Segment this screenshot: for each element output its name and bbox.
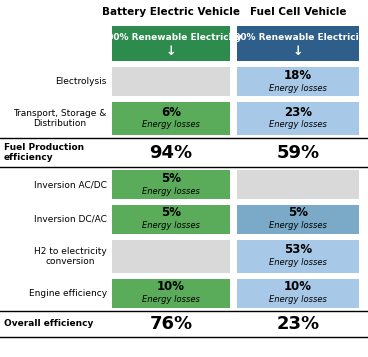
Text: Energy losses: Energy losses	[269, 84, 327, 92]
Bar	[112, 279, 230, 308]
Bar	[237, 279, 359, 308]
Bar	[112, 170, 230, 199]
Bar	[237, 67, 359, 96]
Text: 5%: 5%	[161, 172, 181, 185]
Text: 76%: 76%	[149, 315, 193, 333]
Text: Energy losses: Energy losses	[269, 221, 327, 230]
Text: Energy losses: Energy losses	[142, 295, 200, 304]
Text: ↓: ↓	[166, 45, 176, 58]
Text: 94%: 94%	[149, 144, 193, 162]
Text: 100% Renewable Electricity: 100% Renewable Electricity	[227, 33, 368, 42]
Bar	[112, 67, 230, 96]
Text: Energy losses: Energy losses	[142, 120, 200, 130]
Bar	[237, 26, 359, 61]
Text: Energy losses: Energy losses	[142, 187, 200, 196]
Bar	[112, 102, 230, 135]
Text: 100% Renewable Electricity: 100% Renewable Electricity	[100, 33, 242, 42]
Text: Transport, Storage &
Distribution: Transport, Storage & Distribution	[13, 109, 107, 128]
Text: Energy losses: Energy losses	[142, 221, 200, 230]
Text: 5%: 5%	[288, 206, 308, 220]
Bar	[112, 240, 230, 273]
Text: Engine efficiency: Engine efficiency	[29, 289, 107, 298]
Text: Battery Electric Vehicle: Battery Electric Vehicle	[102, 7, 240, 17]
Text: 53%: 53%	[284, 243, 312, 256]
Bar	[237, 205, 359, 234]
Text: Inversion DC/AC: Inversion DC/AC	[34, 215, 107, 224]
Text: ↓: ↓	[293, 45, 303, 58]
Bar	[112, 26, 230, 61]
Text: 10%: 10%	[157, 280, 185, 293]
Text: 5%: 5%	[161, 206, 181, 220]
Text: Fuel Production
efficiency: Fuel Production efficiency	[4, 143, 84, 162]
Text: Inversion AC/DC: Inversion AC/DC	[34, 180, 107, 189]
Text: Overall efficiency: Overall efficiency	[4, 320, 93, 328]
Bar	[112, 205, 230, 234]
Text: 10%: 10%	[284, 280, 312, 293]
Text: 18%: 18%	[284, 69, 312, 82]
Text: 23%: 23%	[276, 315, 320, 333]
Text: Energy losses: Energy losses	[269, 120, 327, 130]
Text: 23%: 23%	[284, 106, 312, 119]
Text: Energy losses: Energy losses	[269, 258, 327, 267]
Text: 59%: 59%	[276, 144, 320, 162]
Bar	[237, 102, 359, 135]
Bar	[237, 170, 359, 199]
Text: H2 to electricity
conversion: H2 to electricity conversion	[34, 247, 107, 266]
Bar	[237, 240, 359, 273]
Text: Energy losses: Energy losses	[269, 295, 327, 304]
Text: Fuel Cell Vehicle: Fuel Cell Vehicle	[250, 7, 346, 17]
Text: Electrolysis: Electrolysis	[55, 77, 107, 86]
Text: 6%: 6%	[161, 106, 181, 119]
